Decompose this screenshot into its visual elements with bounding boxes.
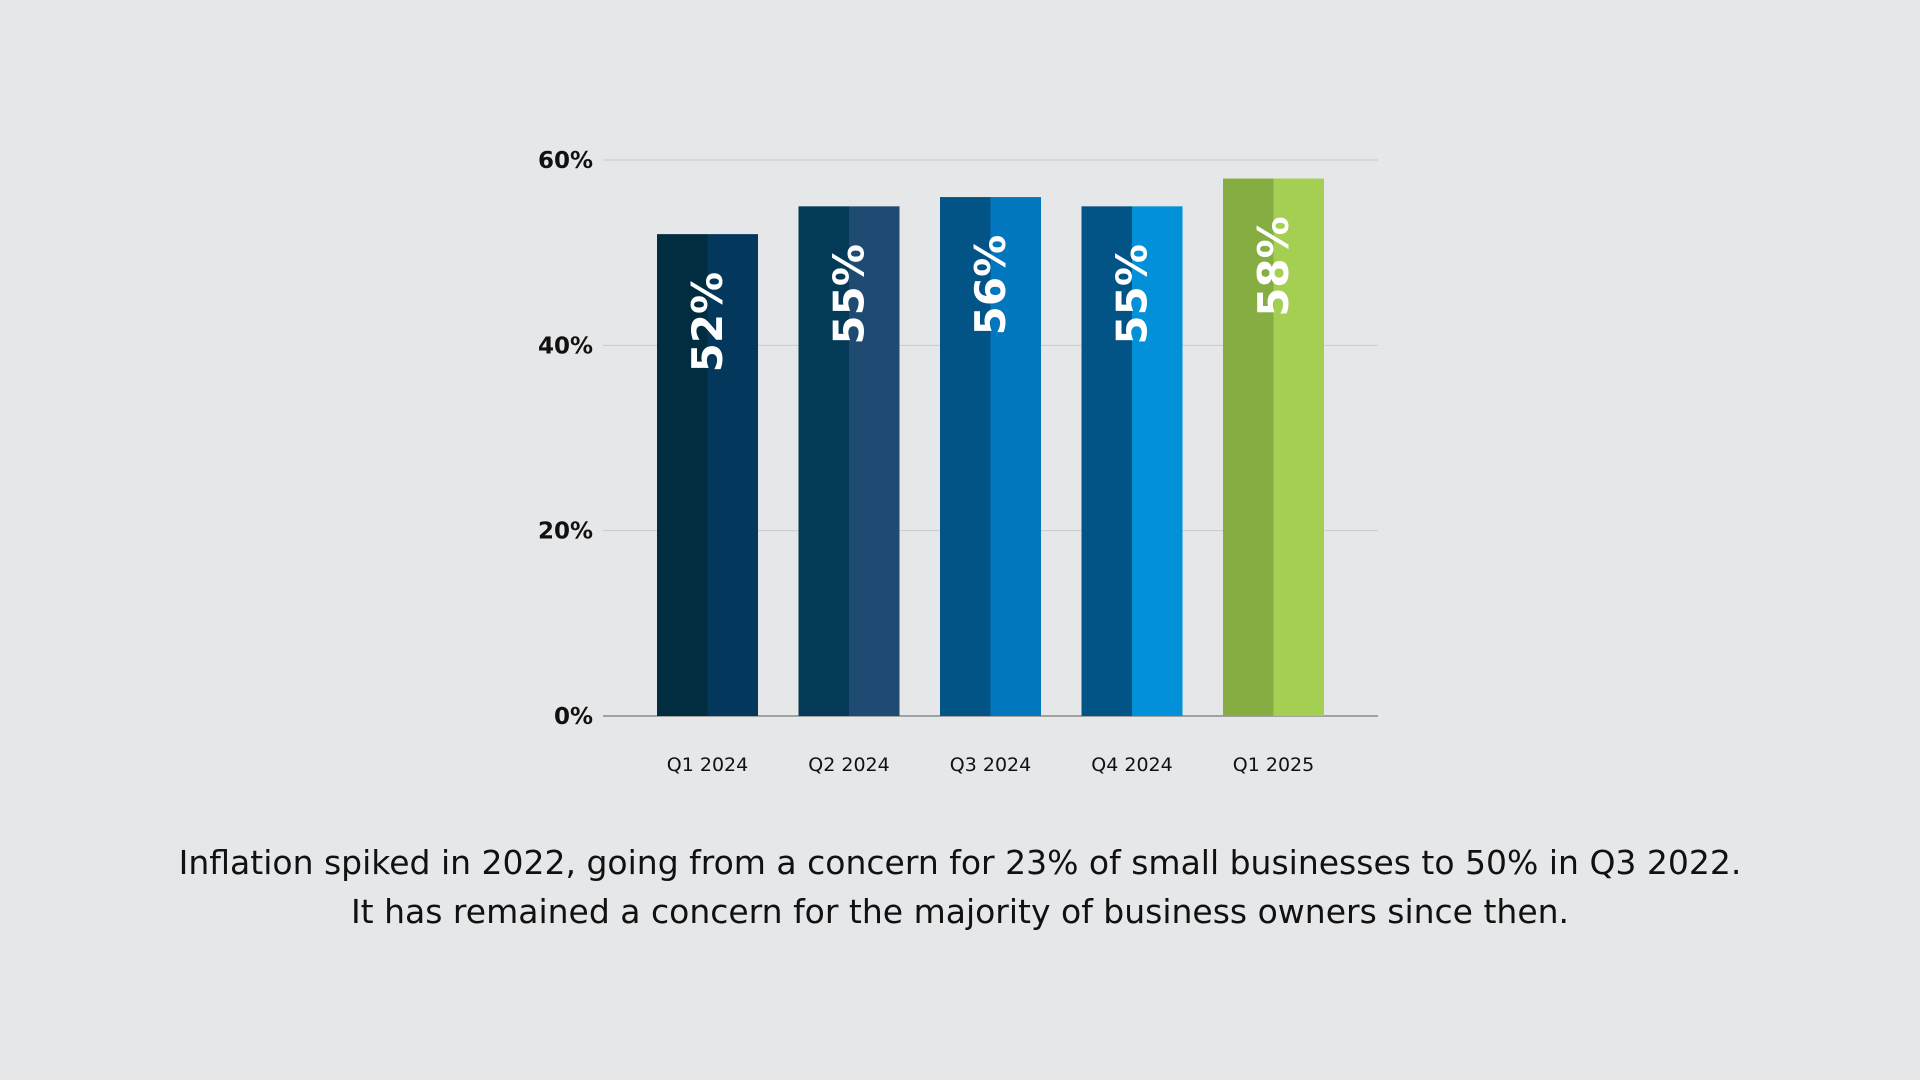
bar: 58%	[1223, 178, 1324, 717]
bar-value-label: 55%	[825, 244, 874, 345]
y-tick-label: 0%	[554, 704, 593, 730]
bar-left-half	[940, 197, 991, 717]
bar: 55%	[798, 206, 900, 717]
bar-value-label: 55%	[1108, 244, 1157, 345]
x-tick-label: Q2 2024	[808, 754, 889, 776]
bar-right-half	[1132, 206, 1183, 717]
bar-right-half	[990, 197, 1041, 717]
bar-value-label: 58%	[1249, 216, 1298, 317]
chart-caption: Inflation spiked in 2022, going from a c…	[0, 838, 1920, 936]
x-tick-label: Q4 2024	[1091, 754, 1172, 776]
x-tick-label: Q1 2025	[1233, 754, 1314, 776]
bar-value-label: 56%	[966, 235, 1015, 336]
bar-right-half	[1273, 178, 1324, 717]
x-tick-label: Q1 2024	[667, 754, 748, 776]
y-tick-label: 40%	[538, 333, 593, 359]
bar-left-half	[1081, 206, 1132, 717]
bar-left-half	[798, 206, 849, 717]
bars: 52% 55% 56% 55% 58%	[657, 178, 1324, 717]
caption-line-2: It has remained a concern for the majori…	[350, 892, 1570, 931]
bar: 56%	[940, 197, 1041, 717]
bar-right-half	[707, 234, 758, 716]
bar-value-label: 52%	[683, 272, 732, 373]
y-tick-label: 20%	[538, 519, 593, 545]
y-tick-label: 60%	[538, 148, 593, 174]
x-tick-label: Q3 2024	[950, 754, 1031, 776]
bar-left-half	[1223, 178, 1274, 717]
bar: 52%	[657, 234, 758, 716]
bar: 55%	[1081, 206, 1183, 717]
x-axis-ticks: Q1 2024 Q2 2024 Q3 2024 Q4 2024 Q1 2025	[667, 754, 1314, 776]
bar-left-half	[657, 234, 708, 716]
bar-right-half	[849, 206, 900, 717]
caption-line-1: Inflation spiked in 2022, going from a c…	[178, 843, 1742, 882]
y-axis-ticks: 0% 20% 40% 60%	[538, 148, 593, 730]
